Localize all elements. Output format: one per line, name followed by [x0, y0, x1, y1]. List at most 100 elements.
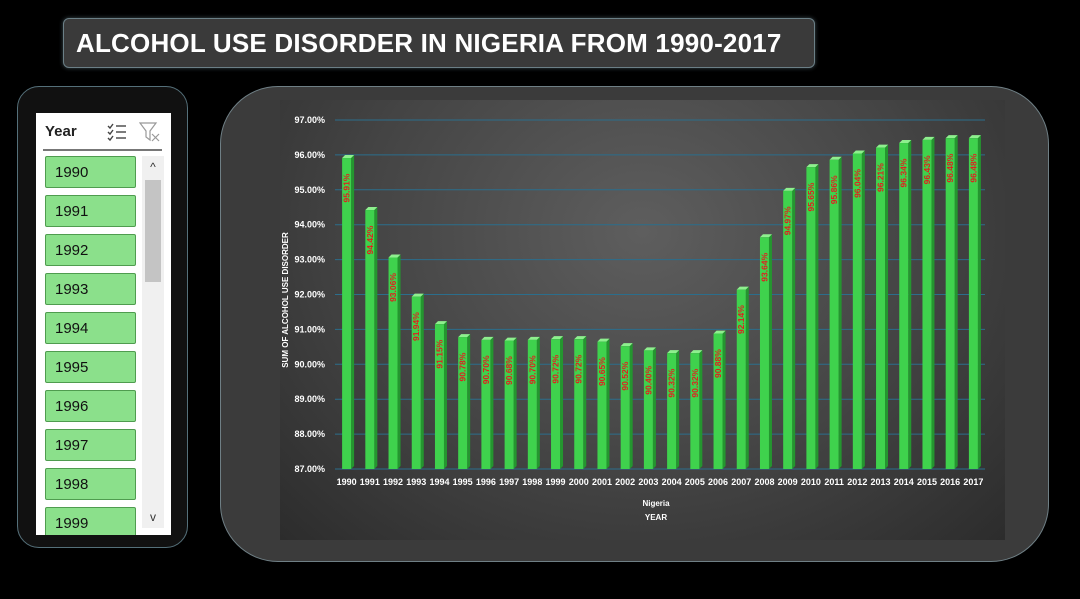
bar-top [458, 334, 471, 338]
bar-2016 [945, 135, 958, 469]
slicer-item-1999[interactable]: 1999 [45, 507, 136, 535]
slicer-item-1992[interactable]: 1992 [45, 234, 136, 266]
bar-side [629, 343, 633, 469]
bar-top [736, 286, 749, 290]
bar-side [397, 254, 401, 469]
bar-2014 [899, 140, 912, 469]
slicer-scrollbar[interactable]: ^ v [142, 156, 164, 528]
x-tick-label: 2005 [685, 477, 705, 487]
bar-side [931, 136, 935, 469]
slicer-item-1996[interactable]: 1996 [45, 390, 136, 422]
data-label: 92.14% [736, 305, 746, 334]
data-label: 90.52% [620, 361, 630, 390]
bar-face [411, 296, 421, 469]
y-tick-label: 90.00% [294, 359, 325, 369]
slicer-item-1998[interactable]: 1998 [45, 468, 136, 500]
scroll-up-button[interactable]: ^ [150, 160, 156, 174]
bar-2012 [852, 150, 865, 469]
data-label: 95.65% [806, 182, 816, 211]
bar-face [713, 333, 723, 469]
page-title: ALCOHOL USE DISORDER IN NIGERIA FROM 199… [76, 28, 782, 58]
data-label: 90.40% [643, 365, 653, 394]
bar-side [536, 336, 540, 469]
bar-1996 [481, 336, 494, 469]
x-tick-label: 1996 [476, 477, 496, 487]
x-tick-label: 2004 [662, 477, 682, 487]
bar-side [699, 350, 703, 469]
data-label: 96.48% [968, 153, 978, 182]
y-tick-label: 96.00% [294, 150, 325, 160]
bar-face [783, 190, 793, 470]
data-label: 94.97% [783, 206, 793, 235]
x-tick-label: 2009 [778, 477, 798, 487]
slicer-item-1993[interactable]: 1993 [45, 273, 136, 305]
bar-side [745, 286, 749, 469]
y-tick-label: 89.00% [294, 394, 325, 404]
data-label: 91.94% [411, 312, 421, 341]
bar-2010 [806, 164, 819, 469]
bar-1993 [411, 293, 424, 469]
x-tick-label: 2001 [592, 477, 612, 487]
data-label: 96.21% [876, 163, 886, 192]
bar-1999 [551, 336, 564, 469]
bar-2000 [574, 336, 587, 469]
bars [342, 135, 981, 470]
year-slicer: Year 1990 1991 1992 1993 1994 1995 [36, 113, 171, 535]
clear-filter-icon[interactable] [138, 121, 160, 143]
x-tick-label: 1991 [360, 477, 380, 487]
bar-side [374, 207, 378, 469]
bar-top [783, 187, 796, 191]
bar-side [768, 234, 772, 469]
slicer-item-1995[interactable]: 1995 [45, 351, 136, 383]
slicer-item-1997[interactable]: 1997 [45, 429, 136, 461]
bar-face [922, 139, 932, 469]
bar-top [411, 293, 424, 297]
bar-side [885, 144, 889, 470]
bar-top [504, 337, 517, 341]
multi-select-icon[interactable] [107, 121, 127, 143]
slicer-item-1990[interactable]: 1990 [45, 156, 136, 188]
bar-side [583, 336, 587, 469]
bar-top [365, 207, 378, 211]
bar-face [481, 339, 491, 469]
x-tick-label: 2007 [731, 477, 751, 487]
scroll-thumb[interactable] [145, 180, 161, 282]
bar-top [806, 164, 819, 168]
bar-side [954, 135, 958, 469]
bar-face [342, 158, 352, 469]
bar-top [620, 343, 633, 347]
bar-top [759, 234, 772, 238]
bar-2001 [597, 338, 610, 469]
bar-side [908, 140, 912, 469]
bar-face [620, 346, 630, 469]
x-tick-label: 2002 [615, 477, 635, 487]
data-label: 90.72% [574, 354, 584, 383]
scroll-down-button[interactable]: v [150, 510, 156, 524]
y-tick-label: 94.00% [294, 220, 325, 230]
data-label: 96.43% [922, 155, 932, 184]
data-label: 90.70% [527, 355, 537, 384]
slicer-header: Year [36, 113, 171, 149]
bar-top [527, 336, 540, 340]
y-axis-label: SUM OF ALCOHOL USE DISORDER [281, 232, 290, 368]
bar-top [597, 338, 610, 342]
y-tick-label: 97.00% [294, 115, 325, 125]
bar-face [876, 147, 886, 470]
bar-side [722, 330, 726, 469]
bar-side [467, 334, 471, 469]
slicer-item-1991[interactable]: 1991 [45, 195, 136, 227]
bar-1990 [342, 155, 355, 469]
data-label: 90.72% [551, 354, 561, 383]
bar-side [861, 150, 865, 469]
bar-top [551, 336, 564, 340]
bar-2013 [876, 144, 889, 470]
bar-face [690, 353, 700, 469]
bar-top [968, 135, 981, 139]
data-label: 90.78% [458, 352, 468, 381]
data-label: 93.06% [388, 273, 398, 302]
bar-side [977, 135, 981, 469]
x-tick-label: 2014 [894, 477, 914, 487]
bar-1997 [504, 337, 517, 469]
bar-face [667, 353, 677, 469]
slicer-item-1994[interactable]: 1994 [45, 312, 136, 344]
